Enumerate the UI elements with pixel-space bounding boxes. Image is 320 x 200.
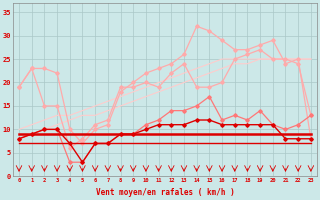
X-axis label: Vent moyen/en rafales ( km/h ): Vent moyen/en rafales ( km/h ): [96, 188, 234, 197]
